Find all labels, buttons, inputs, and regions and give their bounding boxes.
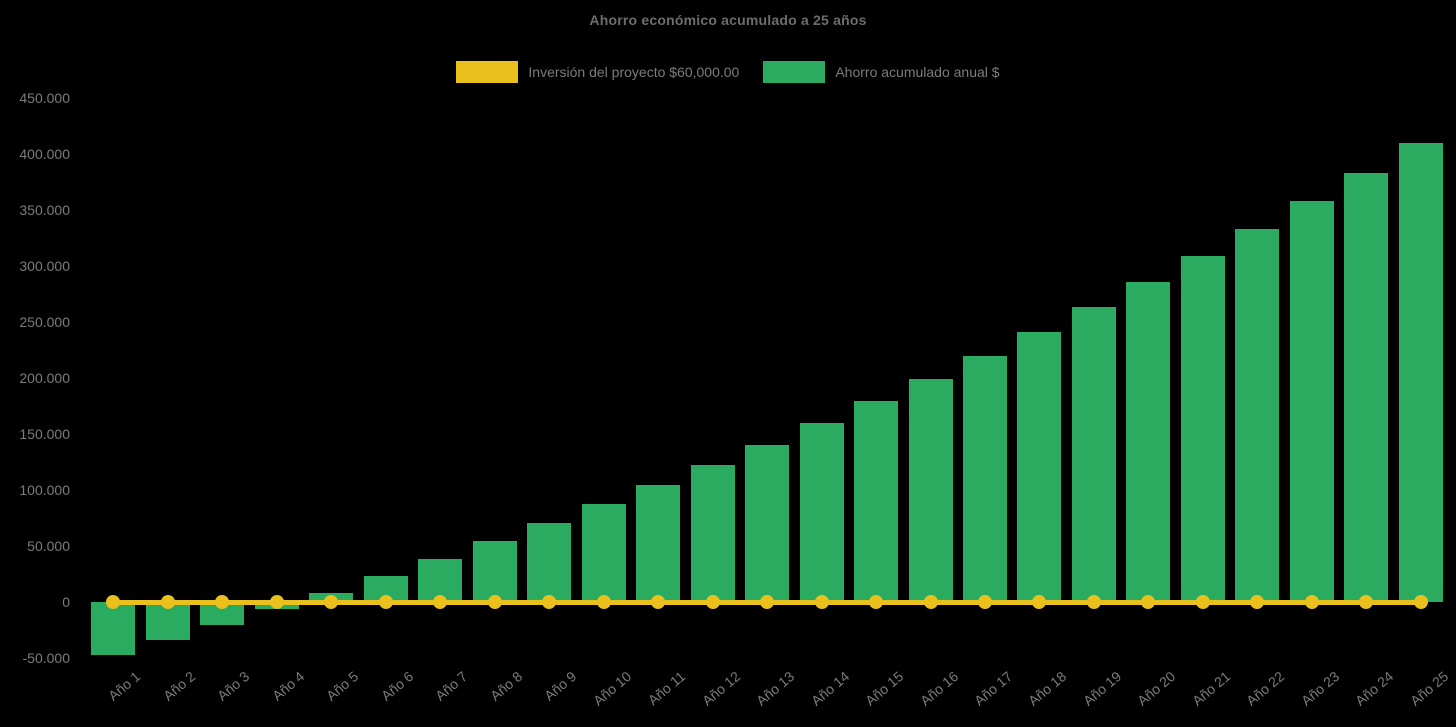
investment-line-marker[interactable] <box>487 595 502 609</box>
investment-line-marker[interactable] <box>814 595 829 609</box>
bar-año-18[interactable] <box>1017 331 1062 602</box>
investment-line-marker[interactable] <box>542 595 557 609</box>
bar-año-9[interactable] <box>527 522 572 602</box>
investment-line-marker[interactable] <box>1413 595 1428 609</box>
bar-año-3[interactable] <box>200 602 245 625</box>
bar-año-21[interactable] <box>1180 256 1225 602</box>
legend-item-investment[interactable]: Inversión del proyecto $60,000.00 <box>456 61 739 83</box>
investment-line-marker[interactable] <box>923 595 938 609</box>
bar-año-23[interactable] <box>1289 201 1334 602</box>
investment-line-marker[interactable] <box>160 595 175 609</box>
y-tick-label: 150.000 <box>19 426 70 442</box>
investment-line-marker[interactable] <box>596 595 611 609</box>
investment-line-marker[interactable] <box>106 595 121 609</box>
y-tick-label: 250.000 <box>19 314 70 330</box>
investment-line-marker[interactable] <box>1086 595 1101 609</box>
investment-line-marker[interactable] <box>324 595 339 609</box>
legend-item-savings[interactable]: Ahorro acumulado anual $ <box>763 61 1000 83</box>
investment-line-marker[interactable] <box>705 595 720 609</box>
bar-año-17[interactable] <box>962 355 1007 602</box>
bar-año-14[interactable] <box>799 423 844 602</box>
investment-line-marker[interactable] <box>1359 595 1374 609</box>
investment-line-marker[interactable] <box>215 595 230 609</box>
bar-año-1[interactable] <box>91 602 136 655</box>
y-tick-label: 50.000 <box>27 538 70 554</box>
legend-swatch-savings <box>763 61 826 83</box>
bar-año-13[interactable] <box>745 444 790 602</box>
y-tick-label: 200.000 <box>19 370 70 386</box>
bar-año-16[interactable] <box>908 379 953 602</box>
y-tick-label: 300.000 <box>19 258 70 274</box>
investment-line-marker[interactable] <box>378 595 393 609</box>
y-tick-label: 450.000 <box>19 90 70 106</box>
bar-año-8[interactable] <box>472 541 517 602</box>
investment-line-marker[interactable] <box>977 595 992 609</box>
chart-title: Ahorro económico acumulado a 25 años <box>589 12 867 28</box>
bar-año-10[interactable] <box>581 504 626 602</box>
investment-line-marker[interactable] <box>1141 595 1156 609</box>
investment-line-marker[interactable] <box>1195 595 1210 609</box>
y-tick-label: 400.000 <box>19 146 70 162</box>
legend-swatch-investment <box>456 61 519 83</box>
investment-line-marker[interactable] <box>869 595 884 609</box>
y-tick-label: 0 <box>62 594 70 610</box>
investment-line-marker[interactable] <box>269 595 284 609</box>
y-tick-label: -50.000 <box>22 650 70 666</box>
investment-line-marker[interactable] <box>651 595 666 609</box>
legend-label-savings: Ahorro acumulado anual $ <box>835 64 1000 80</box>
bar-año-15[interactable] <box>854 401 899 602</box>
investment-line-marker[interactable] <box>1250 595 1265 609</box>
legend: Inversión del proyecto $60,000.00 Ahorro… <box>0 61 1456 83</box>
bar-año-11[interactable] <box>636 484 681 602</box>
bar-año-20[interactable] <box>1126 282 1171 602</box>
y-tick-label: 350.000 <box>19 202 70 218</box>
legend-label-investment: Inversión del proyecto $60,000.00 <box>528 64 740 80</box>
bar-año-22[interactable] <box>1235 229 1280 602</box>
investment-line-marker[interactable] <box>433 595 448 609</box>
y-tick-label: 100.000 <box>19 482 70 498</box>
bar-año-12[interactable] <box>690 465 735 602</box>
investment-line-marker[interactable] <box>760 595 775 609</box>
bar-año-7[interactable] <box>418 558 463 602</box>
bar-año-19[interactable] <box>1071 307 1116 602</box>
bar-año-24[interactable] <box>1344 172 1389 602</box>
bar-año-25[interactable] <box>1398 143 1443 602</box>
investment-line-marker[interactable] <box>1304 595 1319 609</box>
investment-line-marker[interactable] <box>1032 595 1047 609</box>
